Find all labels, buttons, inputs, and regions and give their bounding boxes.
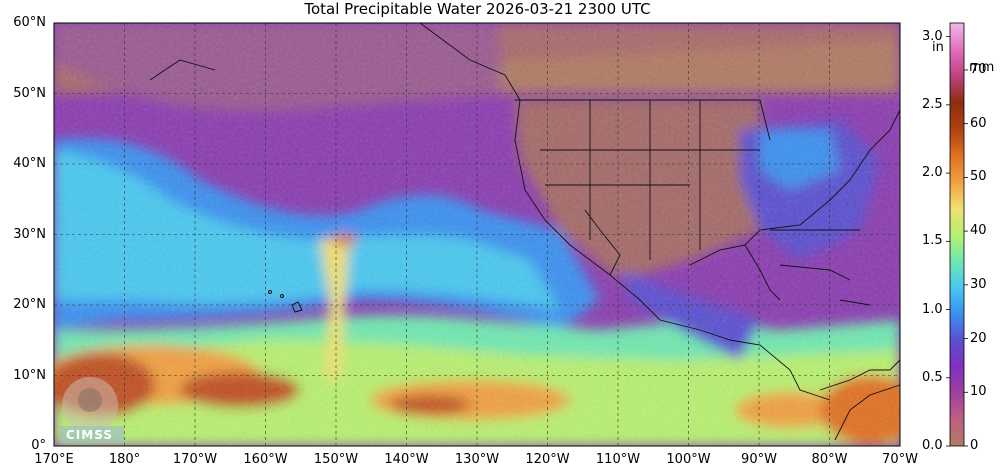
longitude-label: 130°W xyxy=(454,452,500,467)
latitude-label: 0° xyxy=(31,438,46,453)
longitude-label: 150°W xyxy=(313,452,359,467)
longitude-label: 110°W xyxy=(595,452,641,467)
colorbar-mm-tick: 50 xyxy=(970,169,987,185)
map-frame xyxy=(53,22,901,447)
colorbar-mm-tick: 10 xyxy=(970,384,987,400)
colorbar-mm-tick: 30 xyxy=(970,276,987,292)
longitude-label: 180° xyxy=(108,452,141,467)
longitude-label: 120°W xyxy=(525,452,570,467)
hawaii-islands xyxy=(268,290,303,313)
colorbar-mm-tick: 70 xyxy=(970,61,987,77)
colorbar-inch-tick: 2.0 xyxy=(922,165,943,181)
graticule xyxy=(54,23,900,446)
colorbar xyxy=(946,22,968,447)
longitude-label: 90°W xyxy=(741,452,777,467)
colorbar-inch-tick: 0.0 xyxy=(922,438,943,453)
colorbar-mm-tick: 60 xyxy=(970,115,987,131)
cimss-logo xyxy=(60,377,124,443)
colorbar-inch-tick: 1.0 xyxy=(922,301,943,317)
colorbar-mm-tick: 20 xyxy=(970,330,987,346)
longitude-label: 170°E xyxy=(34,452,74,467)
cimss-logo-text: CIMSS xyxy=(66,428,113,442)
longitude-label: 160°W xyxy=(243,452,288,467)
longitude-label: 140°W xyxy=(384,452,429,467)
colorbar-inch-tick: 2.5 xyxy=(922,96,943,112)
longitude-label: 100°W xyxy=(666,452,711,467)
latitude-label: 50°N xyxy=(13,85,46,101)
colorbar-inch-tick: 1.5 xyxy=(922,233,943,249)
colorbar-ramp xyxy=(949,22,965,447)
latitude-label: 30°N xyxy=(13,226,46,242)
longitude-label: 70°W xyxy=(882,452,918,467)
colorbar-unit-in: in xyxy=(932,40,944,55)
latitude-label: 60°N xyxy=(13,15,46,30)
latitude-label: 10°N xyxy=(13,367,46,383)
colorbar-inch-tick: 3.0 xyxy=(922,28,943,44)
longitude-label: 170°W xyxy=(172,452,218,467)
colorbar-unit-mm: mm xyxy=(969,60,995,75)
colorbar-inch-tick: 0.5 xyxy=(922,369,943,385)
latitude-label: 40°N xyxy=(13,156,46,171)
colorbar-mm-tick: 40 xyxy=(970,223,987,239)
colorbar-mm-tick: 0 xyxy=(970,438,979,453)
coastlines xyxy=(149,22,901,441)
latitude-label: 20°N xyxy=(13,297,46,312)
longitude-label: 80°W xyxy=(811,452,848,467)
map-title: Total Precipitable Water 2026-03-21 2300… xyxy=(304,0,651,18)
